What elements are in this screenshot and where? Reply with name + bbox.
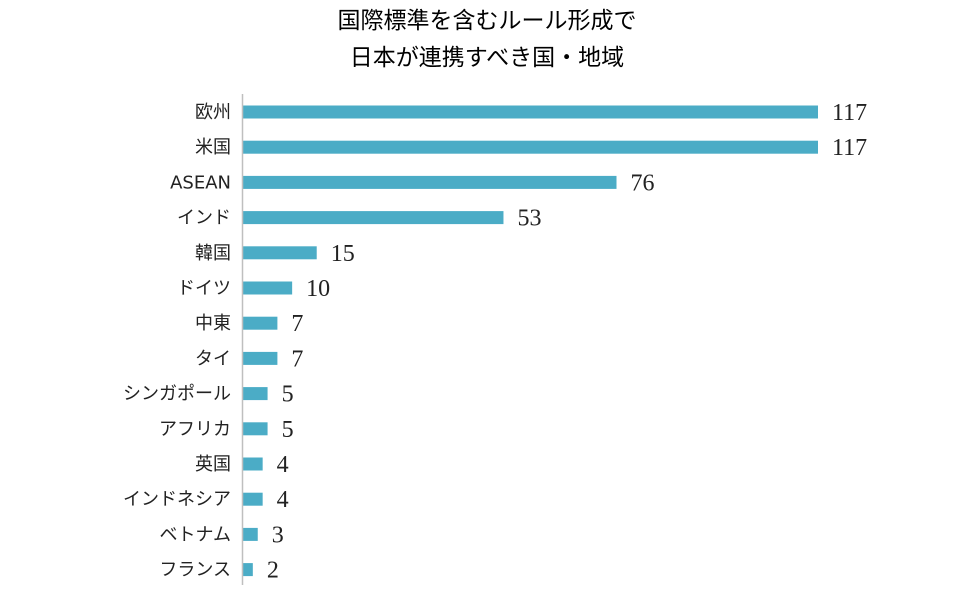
category-label: 米国 (195, 137, 231, 158)
data-label: 7 (291, 346, 303, 372)
data-label: 5 (282, 417, 294, 443)
data-label: 53 (517, 206, 541, 232)
bar (243, 281, 293, 295)
category-label: 欧州 (195, 102, 231, 123)
data-label: 4 (277, 487, 289, 513)
category-label: ASEAN (170, 172, 231, 193)
category-label: 韓国 (195, 243, 231, 264)
data-label: 3 (272, 522, 284, 548)
category-label: フランス (159, 560, 231, 581)
bar (243, 246, 317, 260)
data-label: 4 (277, 452, 289, 478)
bar (243, 422, 268, 436)
bar (243, 457, 263, 471)
category-label: タイ (195, 348, 231, 369)
bar (243, 211, 504, 225)
category-label: アフリカ (159, 419, 231, 440)
bar (243, 563, 253, 577)
bar (243, 351, 278, 365)
data-label: 117 (832, 135, 867, 161)
data-label: 15 (331, 241, 355, 267)
bar (243, 492, 263, 506)
category-label: シンガポール (123, 384, 231, 405)
bar (243, 175, 617, 189)
category-label: インドネシア (123, 489, 231, 510)
category-label: ドイツ (177, 278, 231, 299)
bar (243, 387, 268, 401)
data-label: 117 (832, 100, 867, 126)
category-label: ベトナム (160, 524, 231, 545)
data-label: 76 (631, 170, 655, 196)
chart-title-line-1: 国際標準を含むルール形成で (338, 8, 637, 34)
bar (243, 140, 818, 154)
category-label: 英国 (195, 454, 231, 475)
data-label: 10 (306, 276, 330, 302)
category-label: インド (177, 208, 231, 229)
bar (243, 316, 278, 330)
bar (243, 527, 258, 541)
bar (243, 105, 818, 119)
category-label: 中東 (195, 313, 231, 334)
data-label: 7 (291, 311, 303, 337)
data-label: 2 (267, 558, 279, 584)
data-label: 5 (282, 382, 294, 408)
chart-title-line-2: 日本が連携すべき国・地域 (350, 45, 624, 71)
